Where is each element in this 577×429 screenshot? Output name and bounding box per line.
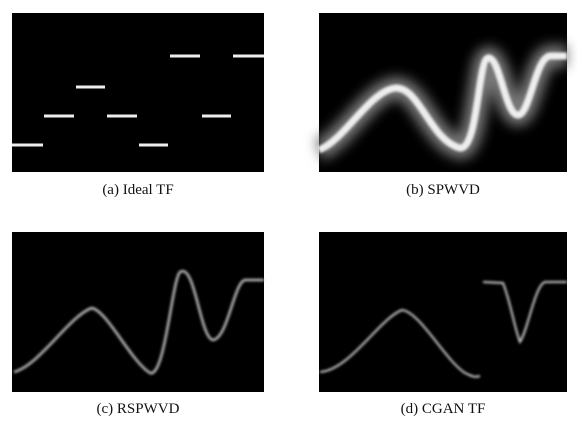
caption: (b) SPWVD [406,182,480,198]
panel-spwvd [314,13,567,172]
panel-cgan-tf [319,232,567,392]
caption: (a) Ideal TF [102,182,174,198]
panel-ideal-tf [12,13,264,172]
caption: (c) RSPWVD [96,401,180,417]
caption: (d) CGAN TF [400,401,486,417]
panel-rspwvd [12,232,264,392]
